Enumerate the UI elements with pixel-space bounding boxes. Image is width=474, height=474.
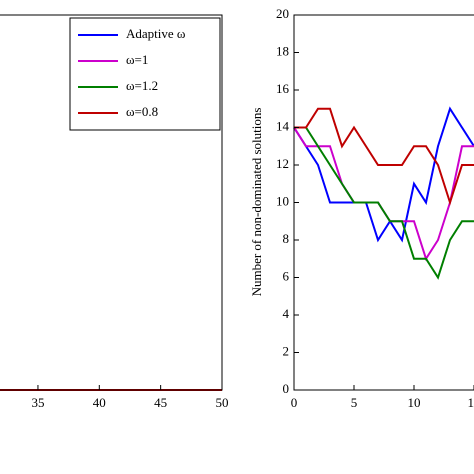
y-tick-label: 18 [276,43,289,58]
series-line [293,106,474,243]
legend-label: ω=1 [126,52,148,67]
x-tick-label: 35 [31,395,44,410]
x-tick-label: 5 [351,395,358,410]
y-tick-label: 16 [276,81,290,96]
y-tick-label: 2 [283,343,290,358]
y-tick-label: 10 [276,193,289,208]
x-tick-label: 10 [408,395,421,410]
series-line [294,107,474,206]
y-tick-label: 14 [276,118,290,133]
y-tick-label: 0 [283,381,290,396]
y-tick-label: 4 [283,306,290,321]
y-tick-label: 20 [276,6,289,21]
x-tick-label: 45 [154,395,167,410]
series-line [294,126,474,280]
y-tick-label: 12 [276,156,289,171]
y-tick-label: 8 [283,231,290,246]
legend-box [69,17,221,131]
y-tick-label: 6 [283,268,290,283]
x-tick-label: 40 [93,395,106,410]
y-axis-label: Number of non-dominated solutions [249,108,264,297]
legend-label: ω=1.2 [126,78,158,93]
legend-label: ω=0.8 [126,104,158,119]
legend-label: Adaptive ω [126,26,186,41]
x-tick-label: 0 [291,395,298,410]
plot-frame [293,14,474,391]
x-tick-label: 50 [216,395,229,410]
plot-frame [0,14,223,391]
x-tick-label: 15 [468,395,474,410]
